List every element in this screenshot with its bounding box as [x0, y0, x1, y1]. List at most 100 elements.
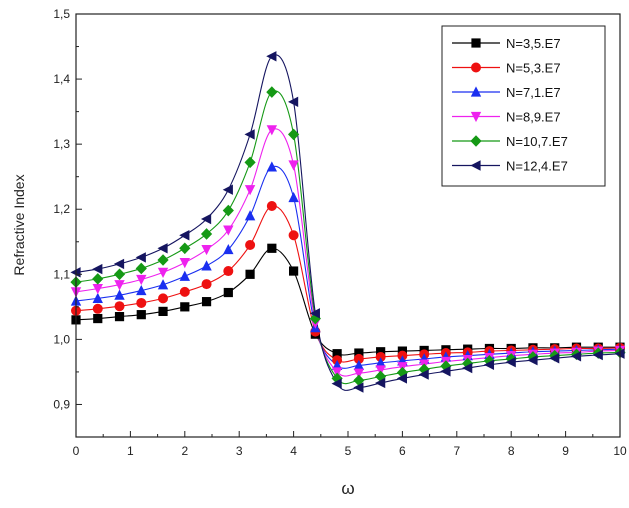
legend-label: N=10,7.E7 — [506, 134, 568, 149]
series-6-point — [113, 258, 125, 270]
x-axis: 0 1 2 3 4 5 6 7 8 9 10 — [73, 431, 627, 458]
series-6-point — [179, 230, 190, 241]
series-6-point — [375, 377, 386, 389]
series-5-point — [113, 268, 126, 281]
x-tick-label: 2 — [181, 444, 188, 458]
series-1-point — [223, 287, 233, 298]
series-2-point — [375, 351, 386, 362]
series-6-point — [396, 373, 407, 384]
series-5-point — [505, 353, 517, 365]
legend-label: N=3,5.E7 — [506, 36, 561, 51]
series-5-point — [200, 228, 213, 240]
series-5-point — [222, 204, 234, 217]
series-4-point — [136, 274, 147, 286]
legend-marker — [470, 135, 482, 147]
series-6-point — [505, 356, 516, 368]
y-tick-label: 1,0 — [53, 332, 70, 346]
legend-marker — [471, 62, 481, 73]
series-4-point — [201, 244, 212, 256]
series-5-point — [179, 242, 191, 255]
series-6-point — [549, 353, 560, 364]
series-5-point — [375, 370, 387, 383]
series-1-point — [158, 306, 168, 317]
series-5-point — [135, 262, 147, 275]
y-tick-label: 0,9 — [53, 397, 70, 411]
series-6-point — [570, 351, 582, 362]
legend-label: N=5,3.E7 — [506, 61, 561, 76]
series-6-point — [200, 213, 212, 225]
series-6-point — [309, 308, 320, 319]
series-6-point — [331, 378, 342, 389]
legend: N=3,5.E7 N=5,3.E7 N=7,1.E7 N=8,9.E7 N=10,7.E… — [441, 25, 606, 187]
series-2-point — [158, 293, 169, 304]
legend-label: N=7,1.E7 — [506, 85, 561, 100]
series-2-point — [245, 240, 256, 251]
series-6-point — [288, 96, 299, 108]
series-1-point — [136, 310, 146, 320]
legend-marker — [470, 86, 482, 97]
series-2-point — [288, 230, 299, 241]
series-4-point — [331, 367, 343, 378]
series-line-3 — [75, 165, 621, 369]
y-axis: 0,9 1,0 1,1 1,2 1,3 1,4 1,5 — [53, 7, 82, 438]
series-5-point — [244, 156, 256, 169]
legend-box — [441, 25, 606, 187]
series-3-point — [179, 270, 190, 281]
series-5-point — [157, 254, 169, 266]
x-tick-label: 8 — [508, 444, 515, 458]
series-6-point — [418, 369, 429, 380]
series-4-point — [266, 125, 278, 136]
x-tick-label: 9 — [562, 444, 569, 458]
series-3-point — [244, 210, 256, 221]
series-1-point — [267, 243, 277, 253]
x-tick-label: 10 — [613, 444, 627, 458]
x-axis-title: ω — [341, 479, 354, 498]
y-tick-label: 1,5 — [53, 7, 70, 21]
series-3-point — [375, 357, 386, 368]
series-line-1 — [75, 247, 620, 356]
series-6-point — [92, 263, 103, 275]
series-6-point — [222, 184, 233, 195]
series-4-point — [244, 185, 256, 196]
series-4-point — [353, 368, 365, 379]
series-1-point — [114, 312, 125, 322]
series-4-point — [375, 365, 386, 376]
series-4-point — [223, 225, 234, 236]
series-6-point — [483, 359, 495, 370]
x-tick-label: 5 — [345, 444, 352, 458]
series-2-point — [136, 297, 147, 308]
x-tick-label: 7 — [453, 444, 460, 458]
series-1-point — [332, 349, 342, 359]
series-1-point — [245, 269, 255, 279]
series-6-point — [440, 366, 451, 377]
series-line-4 — [75, 128, 621, 377]
series-4-point — [288, 160, 299, 171]
series-6-point — [592, 349, 603, 361]
y-tick-label: 1,1 — [53, 267, 70, 281]
series-5-point — [288, 128, 300, 141]
series-1-point — [93, 313, 103, 324]
series-1-point — [376, 347, 386, 357]
series-1-point — [180, 302, 190, 312]
series-4-point — [179, 257, 190, 269]
legend-label: N=12,4.E7 — [506, 159, 568, 174]
x-tick-label: 4 — [290, 444, 297, 458]
x-tick-label: 1 — [127, 444, 134, 458]
series-2-point — [353, 353, 364, 364]
legend-marker — [471, 38, 481, 48]
series-3-point — [353, 359, 365, 371]
series-3-point — [92, 292, 103, 303]
series-markers — [70, 51, 626, 393]
legend-label: N=8,9.E7 — [506, 110, 561, 125]
series-6-point — [266, 51, 277, 62]
y-tick-label: 1,3 — [53, 137, 70, 151]
series-3-point — [266, 161, 278, 172]
legend-marker — [470, 111, 482, 123]
series-6-point — [527, 355, 538, 366]
series-1-point — [354, 348, 364, 358]
series-2-point — [223, 266, 234, 277]
series-2-point — [201, 279, 212, 290]
series-5-point — [266, 86, 278, 98]
series-3-point — [136, 284, 147, 296]
